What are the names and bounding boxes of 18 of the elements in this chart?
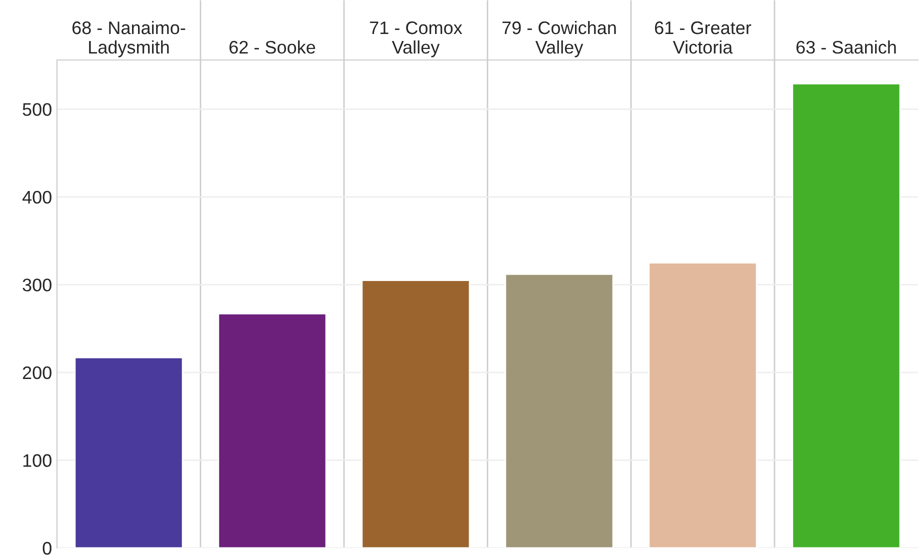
- y-tick-label: 200: [22, 366, 52, 380]
- x-tick-label: 63 - Saanich: [796, 40, 896, 54]
- x-tick-label: 61 - Greater Victoria: [655, 21, 752, 54]
- bar: [361, 280, 470, 548]
- x-tick-label: 79 - Cowichan Valley: [502, 20, 616, 58]
- bar: [504, 273, 614, 548]
- bar: [74, 356, 184, 548]
- y-tick-label: 500: [22, 103, 52, 116]
- bar: [792, 83, 901, 548]
- x-tick-label: 62 - Sooke: [230, 40, 316, 54]
- bar: [648, 262, 758, 548]
- y-tick-label: 0: [42, 542, 52, 555]
- y-tick-label: 100: [23, 454, 52, 467]
- y-tick-label: 300: [22, 278, 52, 292]
- x-tick-label: 71 - Comox Valley: [370, 21, 462, 58]
- x-tick-label: 68 - Nanaimo- Ladysmith: [72, 20, 186, 58]
- bar: [218, 312, 327, 548]
- y-tick-label: 400: [22, 190, 52, 204]
